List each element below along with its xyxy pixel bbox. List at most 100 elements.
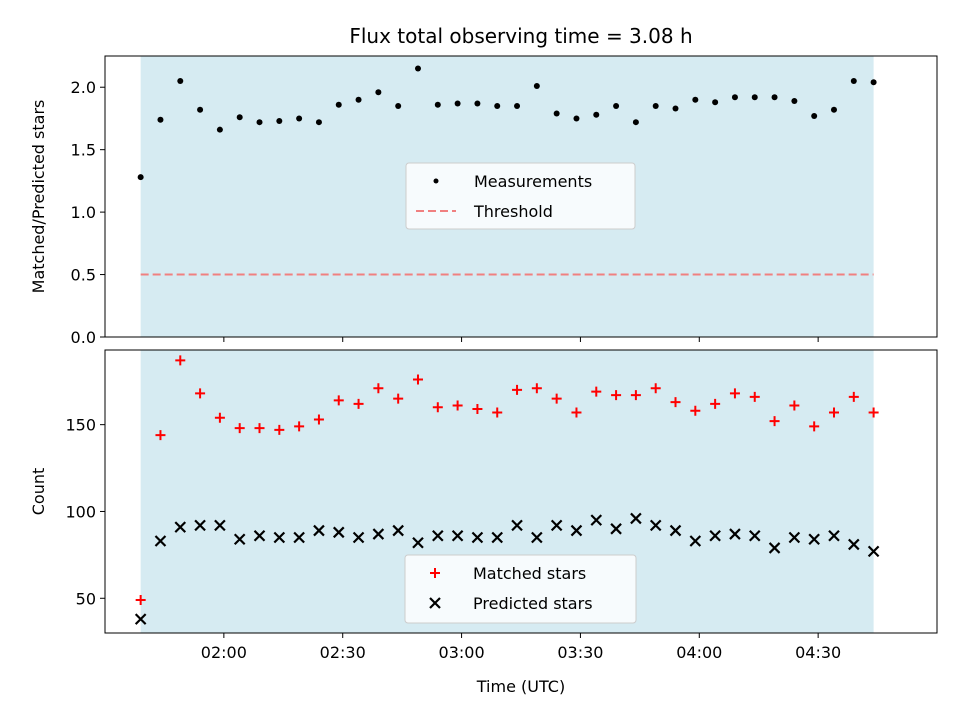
matched-stars-point [729, 388, 740, 399]
measurement-point [236, 114, 243, 121]
predicted-stars-point [729, 528, 741, 540]
measurement-point [533, 82, 540, 89]
measurement-point [692, 96, 699, 103]
predicted-stars-point [590, 514, 603, 526]
predicted-stars-point [372, 528, 385, 540]
matched-stars-point [809, 421, 820, 432]
legend-measurement-marker [433, 178, 439, 184]
x-tick-label: 02:30 [320, 643, 366, 662]
matched-stars-point [769, 416, 780, 427]
predicted-stars-point [649, 519, 662, 532]
predicted-stars-point [610, 523, 622, 535]
matched-stars-point [155, 430, 166, 441]
predicted-stars-point [768, 542, 781, 554]
matched-stars-point [848, 391, 859, 402]
measurement-point [197, 106, 204, 113]
matched-stars-point [333, 395, 344, 406]
matched-stars-point [531, 383, 542, 394]
x-tick-label: 03:30 [557, 643, 603, 662]
predicted-stars-point [630, 512, 642, 525]
legend-label: Threshold [473, 202, 553, 221]
predicted-stars-point [273, 531, 286, 544]
matched-stars-point [670, 397, 681, 408]
matched-stars-point [135, 595, 146, 606]
predicted-stars-point [154, 535, 167, 547]
legend-predicted-marker [429, 597, 441, 609]
matched-stars-point [254, 423, 265, 434]
matched-stars-point [452, 400, 463, 411]
measurement-point [474, 100, 481, 107]
predicted-stars-point [669, 524, 682, 537]
legend-box [404, 554, 637, 624]
measurement-point [414, 65, 421, 72]
matched-stars-point [868, 407, 879, 418]
matched-stars-point [690, 405, 701, 416]
matched-stars-point [630, 390, 641, 401]
measurement-point [315, 119, 322, 126]
y-tick-label: 0.0 [71, 328, 96, 347]
axes-frame [104, 349, 938, 634]
measurement-point [553, 110, 560, 117]
y-tick-label: 100 [65, 502, 96, 521]
predicted-stars-point [531, 531, 543, 544]
predicted-stars-point [848, 538, 860, 551]
measurement-point [157, 116, 164, 123]
predicted-stars-point [689, 535, 702, 547]
y-tick-label: 150 [65, 416, 96, 435]
measurement-point [494, 102, 501, 109]
measurement-point [771, 94, 778, 101]
measurement-point [791, 97, 798, 104]
measurement-point [177, 77, 184, 84]
measurement-point [514, 102, 521, 109]
measurement-point [613, 102, 620, 109]
predicted-stars-point [194, 519, 206, 532]
matched-stars-point [789, 400, 800, 411]
predicted-stars-point [313, 524, 325, 537]
predicted-stars-point [471, 531, 484, 544]
x-axis-label: Time (UTC) [476, 677, 565, 696]
predicted-stars-point [293, 531, 305, 544]
predicted-stars-point [392, 524, 404, 537]
y-tick-label: 1.0 [71, 203, 96, 222]
measurement-point [593, 111, 600, 118]
x-tick-label: 04:30 [795, 643, 841, 662]
matched-stars-point [313, 414, 324, 425]
matched-stars-point [274, 424, 285, 435]
measurement-point [216, 126, 223, 133]
predicted-stars-point [214, 519, 226, 532]
y-axis-label: Matched/Predicted stars [29, 100, 48, 294]
y-tick-label: 2.0 [71, 78, 96, 97]
measurement-point [672, 105, 679, 112]
predicted-stars-point [828, 529, 840, 542]
matched-stars-point [373, 383, 384, 394]
legend-label: Matched stars [473, 564, 586, 583]
measurement-point [434, 101, 441, 108]
measurement-point [573, 115, 580, 122]
measurement-point [870, 79, 877, 86]
matched-stars-point [591, 386, 602, 397]
matched-stars-point [710, 398, 721, 409]
predicted-stars-point [332, 526, 345, 539]
matched-stars-point [353, 398, 364, 409]
measurement-point [830, 106, 837, 113]
predicted-stars-point [451, 529, 464, 542]
y-axis-label: Count [29, 468, 48, 516]
matched-stars-point [175, 355, 186, 366]
predicted-stars-point [748, 529, 761, 542]
matched-stars-point [393, 393, 404, 404]
x-tick-label: 04:00 [676, 643, 722, 662]
measurement-point [137, 174, 144, 181]
legend-label: Predicted stars [473, 594, 593, 613]
legend-matched-marker [430, 568, 440, 578]
measurement-point [731, 94, 738, 101]
matched-stars-point [512, 384, 523, 395]
predicted-stars-point [134, 613, 147, 625]
measurement-point [632, 119, 639, 126]
measurement-point [712, 99, 719, 106]
measurement-point [652, 102, 659, 109]
measurement-point [751, 94, 758, 101]
predicted-stars-point [412, 536, 424, 549]
chart-title: Flux total observing time = 3.08 h [349, 24, 692, 48]
